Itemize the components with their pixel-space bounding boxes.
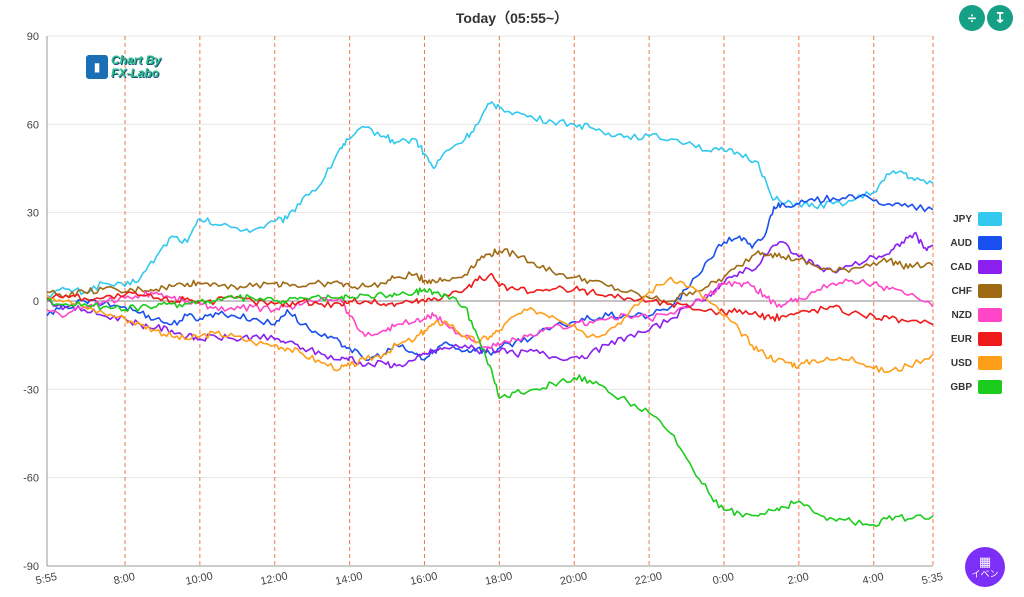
x-tick-label: 4:00 [861,571,884,587]
legend-label: CHF [951,285,972,297]
legend-swatch [978,284,1002,298]
legend-label: AUD [950,237,972,249]
legend-label: GBP [950,381,972,393]
x-tick-label: 20:00 [559,570,588,587]
event-button-label: イベン [971,569,999,579]
legend-item-gbp[interactable]: GBP [940,375,1002,399]
legend-label: USD [950,357,972,369]
chart-icon: ▮ [86,55,108,79]
series-line-eur[interactable] [46,272,934,326]
legend-swatch [978,260,1002,274]
y-tick-label: -90 [23,561,39,573]
fit-vertical-button[interactable]: ÷ [959,5,985,31]
legend-label: JPY [953,213,972,225]
axis-layer: 90 60 30 0 -30 -60 -905:55 8:00 10:00 12:00 14:00 1… [23,31,944,588]
legend: JPY AUD CAD CHF NZD EUR USD GBP [940,207,1002,399]
split-icon: ÷ [967,9,977,27]
align-bottom-icon: ↧ [993,10,1007,27]
legend-item-nzd[interactable]: NZD [940,303,1002,327]
y-tick-label: -60 [23,473,39,485]
grid-layer [46,35,934,567]
legend-swatch [978,308,1002,322]
calendar-icon: ▦ [978,554,992,569]
series-line-usd[interactable] [46,276,934,374]
series-line-aud[interactable] [46,193,934,362]
y-tick-label: 30 [27,208,39,220]
x-tick-label: 14:00 [334,570,363,587]
x-tick-label: 12:00 [259,570,288,587]
x-tick-label: 22:00 [634,570,663,587]
event-button[interactable]: ▦ イベン [965,547,1005,587]
x-tick-label: 5:35 [921,571,944,587]
x-tick-label: 10:00 [185,570,214,587]
brand-logo: ▮ Chart By FX-Labo [86,54,161,80]
legend-item-aud[interactable]: AUD [940,231,1002,255]
y-tick-label: 90 [27,31,39,43]
x-tick-label: 5:55 [35,571,58,587]
legend-swatch [978,212,1002,226]
series-line-gbp[interactable] [46,287,934,528]
series-line-chf[interactable] [46,248,934,303]
legend-swatch [978,332,1002,346]
series-line-jpy[interactable] [46,101,934,299]
x-tick-label: 8:00 [113,571,136,587]
legend-item-chf[interactable]: CHF [940,279,1002,303]
fit-bottom-button[interactable]: ↧ [987,5,1013,31]
x-tick-label: 0:00 [712,571,735,587]
x-tick-label: 2:00 [787,571,810,587]
legend-item-cad[interactable]: CAD [940,255,1002,279]
chart-title: Today（05:55~） [455,10,569,26]
logo-line-2: FX-Labo [111,66,159,80]
y-tick-label: 60 [27,119,39,131]
x-tick-label: 16:00 [409,570,438,587]
legend-swatch [978,380,1002,394]
legend-item-usd[interactable]: USD [940,351,1002,375]
y-tick-label: 0 [33,296,39,308]
legend-item-eur[interactable]: EUR [940,327,1002,351]
legend-label: CAD [950,261,972,273]
logo-line-1: Chart By [111,53,162,67]
legend-label: EUR [950,333,972,345]
y-tick-label: -30 [23,384,39,396]
legend-swatch [978,236,1002,250]
legend-swatch [978,356,1002,370]
legend-label: NZD [951,309,972,321]
x-tick-label: 18:00 [484,570,513,587]
series-layer [46,101,934,528]
legend-item-jpy[interactable]: JPY [940,207,1002,231]
